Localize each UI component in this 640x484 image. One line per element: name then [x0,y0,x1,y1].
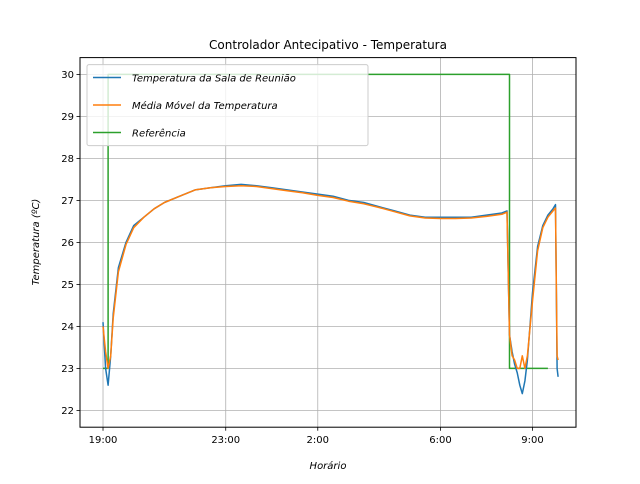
ticks: 19:00 23:00 2:00 6:00 9:00 22 23 24 25 26 27 28 29 30 [61,70,544,446]
x-tick-label: 9:00 [521,435,543,446]
legend-label-1: Média Móvel da Temperatura [132,100,278,112]
y-tick-label: 22 [61,406,74,417]
legend: Temperatura da Sala de Reunião Média Móve… [86,64,369,147]
y-tick-label: 28 [61,154,74,165]
y-tick-label: 30 [61,70,74,81]
legend-label-2: Referência [132,128,186,140]
x-tick-label: 2:00 [307,435,329,446]
y-tick-label: 25 [61,280,74,291]
legend-box [86,64,369,147]
chart-title: Controlador Antecipativo - Temperatura [209,38,447,52]
y-tick-label: 27 [61,196,74,207]
y-tick-label: 23 [61,364,74,375]
x-axis-label: Horário [310,460,347,472]
x-tick-label: 19:00 [89,435,118,446]
series-line-1 [102,184,559,370]
y-tick-label: 24 [61,322,74,333]
y-axis-label: Temperatura (ºC) [31,199,42,286]
y-tick-label: 26 [61,238,74,249]
legend-label-0: Temperatura da Sala de Reunião [132,74,296,85]
y-tick-label: 29 [61,112,74,123]
x-tick-label: 6:00 [429,435,451,446]
x-tick-label: 23:00 [211,435,240,446]
